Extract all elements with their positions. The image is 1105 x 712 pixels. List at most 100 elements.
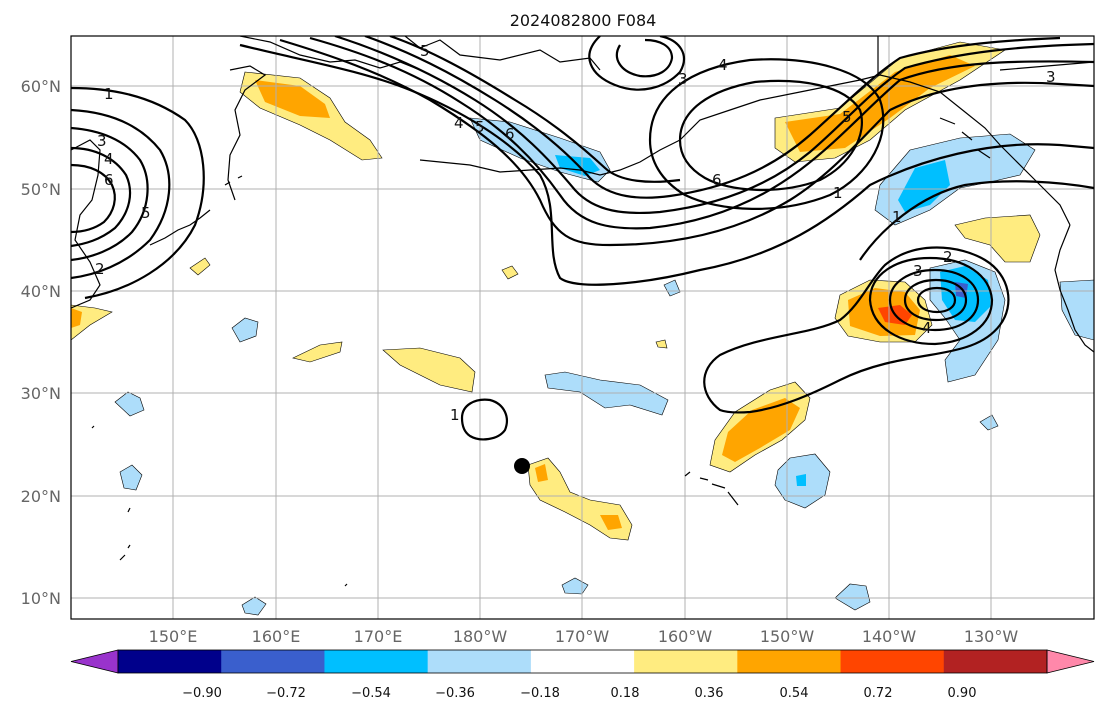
contour-label: 4 <box>922 319 932 337</box>
coast-kamchatka <box>71 139 101 309</box>
anomaly-positive-ne-hawaii-core <box>722 398 800 462</box>
contour-label: 3 <box>678 70 688 88</box>
anomaly-positive-bering-core <box>255 80 330 118</box>
anomaly-negative-small-e <box>979 414 999 431</box>
contour-east-1 <box>859 180 1094 261</box>
contour-label: 5 <box>420 42 430 60</box>
coast-alaska-south <box>679 74 881 141</box>
anomaly-positive-offshore-wa <box>954 214 1041 263</box>
anomaly-negative-bc-coast-core <box>898 160 950 212</box>
coast-okhotsk-islands <box>149 209 211 246</box>
lon-label: 130°W <box>964 627 1019 646</box>
colorbar-segment <box>634 650 738 673</box>
contour-label: 2 <box>95 260 105 278</box>
anomaly-positive-subtrop-a <box>382 347 476 393</box>
anomaly-negative-small-a <box>231 317 259 343</box>
lon-label: 180°W <box>453 627 508 646</box>
map-content: 1 3 4 6 2 5 4 5 6 5 3 4 6 5 1 1 3 2 3 4 … <box>71 36 1094 619</box>
coast-aleutians <box>419 139 681 176</box>
lat-label: 60°N <box>21 77 61 96</box>
coast-us-west <box>1054 224 1094 353</box>
colorbar-tick-label: 0.54 <box>780 686 809 701</box>
anomaly-positive-sw-hawaii-core-b <box>600 515 622 530</box>
contour-label: 1 <box>104 85 114 103</box>
contour-label: 5 <box>842 108 852 126</box>
lon-label: 140°W <box>862 627 917 646</box>
coastlines <box>71 36 1094 587</box>
anomaly-negative-small-b <box>114 391 145 417</box>
colorbar-outline <box>117 649 1048 674</box>
contour-labels: 1 3 4 6 2 5 4 5 6 5 3 4 6 5 1 1 3 2 3 4 … <box>95 42 1056 424</box>
colorbar-tick-label: −0.54 <box>351 686 391 701</box>
anomaly-negative-small-h <box>834 583 871 611</box>
contour-cutoff-5 <box>916 286 957 314</box>
anomaly-positive-sw-hawaii-core-a <box>535 464 548 482</box>
colorbar-segment <box>221 650 325 673</box>
colorbar-segment <box>840 650 945 673</box>
lon-label: 160°E <box>252 627 301 646</box>
contour-east-high <box>678 79 863 191</box>
contour-label: 3 <box>913 262 923 280</box>
coast-gulf-alaska <box>879 74 1071 226</box>
contour-cutoff-3 <box>888 268 980 332</box>
lon-label: 160°W <box>658 627 713 646</box>
contour-cutoff-2 <box>868 256 994 346</box>
colorbar-tick-label: 0.90 <box>948 686 977 701</box>
colorbar-tick-label: −0.36 <box>435 686 475 701</box>
colorbar-tick-label: −0.18 <box>520 686 560 701</box>
contour-label: 1 <box>833 184 843 202</box>
anomaly-negative-east-hawaii-core <box>796 474 806 486</box>
map-frame <box>70 35 1095 620</box>
contour-west-3 <box>71 126 149 262</box>
location-marker <box>514 458 530 474</box>
colorbar-tick-label: 0.72 <box>864 686 893 701</box>
colorbar-tick-label: −0.90 <box>182 686 222 701</box>
lon-label: 150°W <box>760 627 815 646</box>
coast-alaska-west <box>404 36 601 71</box>
anomaly-positive-subtrop-b <box>292 341 343 363</box>
contour-north-high-inner <box>615 38 674 78</box>
anomaly-negative-small-c <box>119 464 143 491</box>
contour-label: 4 <box>718 56 728 74</box>
lat-label: 20°N <box>21 487 61 506</box>
contour-label: 2 <box>943 248 953 266</box>
contour-label: 4 <box>104 150 114 168</box>
contour-west-1 <box>71 86 205 300</box>
colorbar-segments <box>70 649 1095 674</box>
coast-bc-islands <box>939 117 991 159</box>
contour-ridge-2 <box>279 38 1094 247</box>
colorbar-segment <box>427 650 532 673</box>
lat-label: 40°N <box>21 282 61 301</box>
anomaly-positive-subtrop-c <box>189 257 211 276</box>
contour-west-5 <box>71 163 116 234</box>
colorbar-tick-label: −0.72 <box>266 686 306 701</box>
contour-lines <box>71 36 1094 441</box>
anomaly-negative-small-d <box>663 279 681 297</box>
contour-ridge-3 <box>309 36 1094 230</box>
coast-kamchatka-east <box>227 65 267 201</box>
contour-cutoff-4 <box>903 278 968 322</box>
anomaly-positive-west-edge-core <box>71 308 82 328</box>
colorbar-tick-label: 0.18 <box>611 686 640 701</box>
contour-west-4 <box>71 146 132 248</box>
contour-ridge-4 <box>334 36 1094 215</box>
coast-pacific-islets <box>91 425 348 587</box>
coast-hawaii <box>684 471 739 506</box>
contour-cutoff-outer <box>703 246 1010 414</box>
contour-label: 4 <box>454 114 464 132</box>
anomaly-positive-subtrop-e <box>655 339 668 349</box>
lat-label: 10°N <box>21 589 61 608</box>
contour-west-2 <box>71 108 171 280</box>
colorbar-tick-label: 0.36 <box>695 686 724 701</box>
anomaly-negative-california <box>1059 279 1094 341</box>
longitude-labels: 150°E 160°E 170°E 180°W 170°W 160°W 150°… <box>149 627 1019 646</box>
coast-kuril-dots <box>224 175 243 186</box>
contour-ridge-6 <box>389 36 681 183</box>
contour-label: 1 <box>892 208 902 226</box>
latitude-labels: 60°N 50°N 40°N 30°N 20°N 10°N <box>21 77 61 608</box>
lat-label: 50°N <box>21 180 61 199</box>
lon-label: 170°W <box>555 627 610 646</box>
contour-label: 1 <box>450 406 460 424</box>
contour-south-loop <box>460 398 508 441</box>
